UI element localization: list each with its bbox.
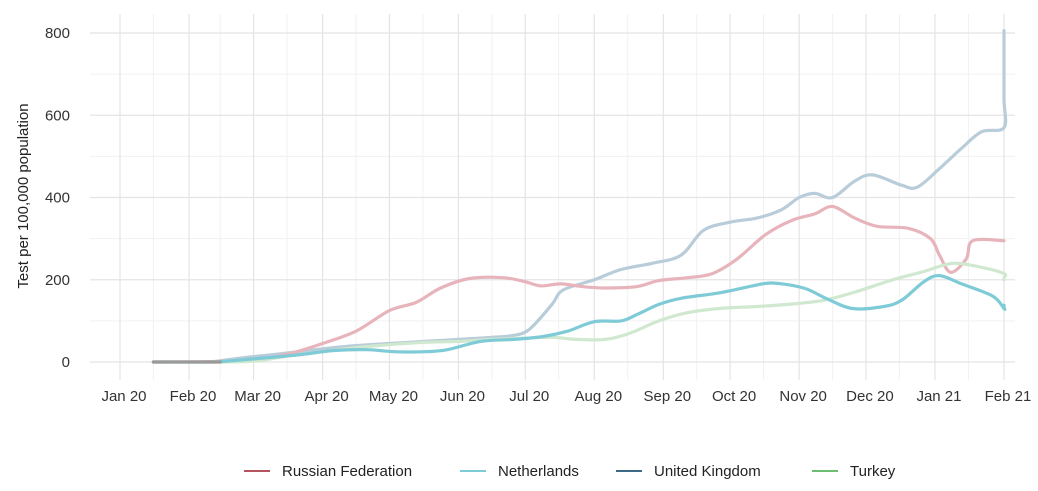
legend-label: Netherlands [498, 463, 579, 480]
x-tick-label: Apr 20 [305, 388, 349, 405]
x-tick-label: Oct 20 [712, 388, 756, 405]
series-line-turkey [209, 261, 1008, 364]
legend: Russian Federation Netherlands United King… [244, 463, 896, 480]
y-axis-tick-labels: 0 200 400 600 800 [45, 25, 70, 371]
y-tick-label: 0 [62, 354, 70, 371]
legend-item-russian-federation: Russian Federation [244, 463, 412, 480]
x-axis-tick-labels: Jan 20 Feb 20 Mar 20 Apr 20 May 20 Jun 20 Jul … [101, 388, 1031, 405]
y-axis-title: Test per 100,000 population [15, 103, 32, 288]
x-tick-label: May 20 [369, 388, 418, 405]
x-tick-label: Jan 20 [101, 388, 146, 405]
x-tick-label: Sep 20 [644, 388, 692, 405]
x-tick-label: Aug 20 [575, 388, 623, 405]
legend-item-turkey: Turkey [812, 463, 896, 480]
y-tick-label: 400 [45, 190, 70, 207]
y-tick-label: 200 [45, 272, 70, 289]
x-tick-label: Jul 20 [509, 388, 549, 405]
series-line-netherlands [151, 273, 1007, 364]
y-tick-label: 600 [45, 107, 70, 124]
x-tick-label: Mar 20 [234, 388, 281, 405]
legend-label: United Kingdom [654, 463, 761, 480]
legend-item-netherlands: Netherlands [460, 463, 579, 480]
x-tick-label: Feb 21 [985, 388, 1032, 405]
x-tick-label: Jan 21 [916, 388, 961, 405]
legend-item-united-kingdom: United Kingdom [616, 463, 761, 480]
x-tick-label: Dec 20 [846, 388, 894, 405]
y-tick-label: 800 [45, 25, 70, 42]
series-lines [151, 29, 1008, 364]
legend-label: Turkey [850, 463, 896, 480]
legend-label: Russian Federation [282, 463, 412, 480]
series-line-russian-federation [151, 204, 1006, 364]
x-tick-label: Feb 20 [170, 388, 217, 405]
x-tick-label: Nov 20 [779, 388, 827, 405]
x-tick-label: Jun 20 [440, 388, 485, 405]
